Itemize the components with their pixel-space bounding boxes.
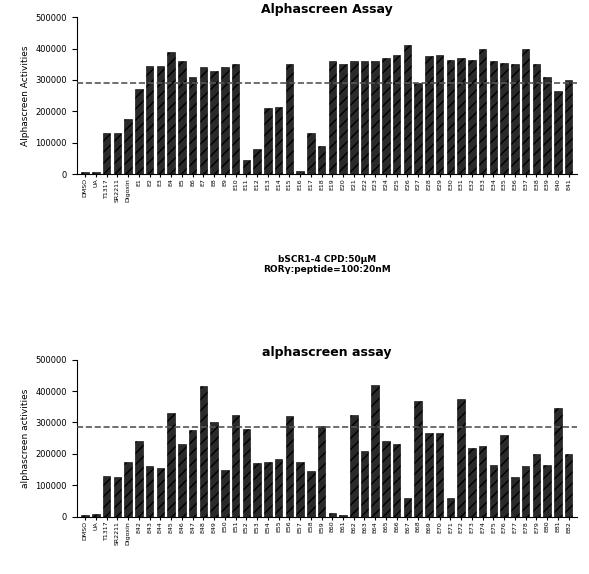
Bar — [446, 60, 454, 174]
Bar — [92, 172, 100, 174]
Bar — [135, 441, 143, 517]
Bar — [522, 49, 530, 174]
Bar — [124, 461, 132, 517]
Bar — [382, 58, 390, 174]
Bar — [317, 146, 325, 174]
Bar — [296, 461, 304, 517]
Bar — [210, 422, 218, 517]
Bar — [286, 416, 293, 517]
Bar — [458, 399, 465, 517]
Title: alphascreen assay: alphascreen assay — [262, 346, 392, 359]
Text: bSCR1-4 CPD:50μM
RORγ:peptide=100:20nM: bSCR1-4 CPD:50μM RORγ:peptide=100:20nM — [263, 255, 391, 274]
Bar — [221, 67, 229, 174]
Bar — [114, 133, 121, 174]
Bar — [446, 498, 454, 517]
Bar — [275, 107, 282, 174]
Bar — [81, 173, 89, 174]
Bar — [522, 467, 530, 517]
Bar — [339, 515, 347, 517]
Bar — [425, 433, 433, 517]
Bar — [114, 478, 121, 517]
Bar — [253, 149, 261, 174]
Bar — [264, 108, 272, 174]
Bar — [532, 454, 540, 517]
Bar — [157, 468, 164, 517]
Bar — [307, 471, 315, 517]
Bar — [554, 91, 562, 174]
Bar — [286, 64, 293, 174]
Bar — [221, 470, 229, 517]
Bar — [415, 83, 422, 174]
Bar — [565, 454, 573, 517]
Bar — [232, 414, 239, 517]
Bar — [178, 61, 186, 174]
Bar — [146, 467, 153, 517]
Bar — [468, 448, 476, 517]
Bar — [275, 459, 282, 517]
Bar — [296, 171, 304, 174]
Bar — [479, 49, 487, 174]
Bar — [167, 52, 175, 174]
Bar — [372, 61, 379, 174]
Bar — [103, 476, 110, 517]
Bar — [393, 55, 401, 174]
Bar — [554, 408, 562, 517]
Bar — [135, 90, 143, 174]
Bar — [501, 63, 508, 174]
Bar — [329, 61, 336, 174]
Y-axis label: Alphascreen Activities: Alphascreen Activities — [21, 45, 29, 146]
Bar — [243, 160, 250, 174]
Bar — [360, 61, 368, 174]
Bar — [200, 67, 207, 174]
Bar — [479, 446, 487, 517]
Bar — [436, 55, 444, 174]
Bar — [339, 64, 347, 174]
Bar — [425, 56, 433, 174]
Bar — [146, 66, 153, 174]
Bar — [243, 429, 250, 517]
Bar — [403, 45, 411, 174]
Bar — [489, 465, 497, 517]
Bar — [189, 77, 196, 174]
Bar — [307, 133, 315, 174]
Bar — [200, 386, 207, 517]
Bar — [92, 514, 100, 517]
Bar — [124, 119, 132, 174]
Bar — [350, 414, 358, 517]
Bar — [167, 413, 175, 517]
Bar — [210, 71, 218, 174]
Bar — [189, 430, 196, 517]
Y-axis label: alphascreen activities: alphascreen activities — [21, 389, 29, 488]
Bar — [360, 451, 368, 517]
Bar — [317, 426, 325, 517]
Bar — [511, 478, 519, 517]
Bar — [253, 463, 261, 517]
Bar — [157, 66, 164, 174]
Bar — [329, 514, 336, 517]
Bar — [103, 133, 110, 174]
Bar — [532, 64, 540, 174]
Bar — [264, 461, 272, 517]
Bar — [544, 465, 551, 517]
Bar — [565, 80, 573, 174]
Bar — [468, 60, 476, 174]
Bar — [178, 444, 186, 517]
Bar — [501, 435, 508, 517]
Bar — [403, 498, 411, 517]
Bar — [544, 77, 551, 174]
Title: Alphascreen Assay: Alphascreen Assay — [261, 3, 393, 16]
Bar — [393, 444, 401, 517]
Bar — [458, 58, 465, 174]
Bar — [436, 433, 444, 517]
Bar — [511, 64, 519, 174]
Bar — [232, 64, 239, 174]
Bar — [372, 385, 379, 517]
Bar — [489, 61, 497, 174]
Bar — [350, 61, 358, 174]
Bar — [415, 401, 422, 517]
Bar — [382, 441, 390, 517]
Bar — [81, 515, 89, 517]
